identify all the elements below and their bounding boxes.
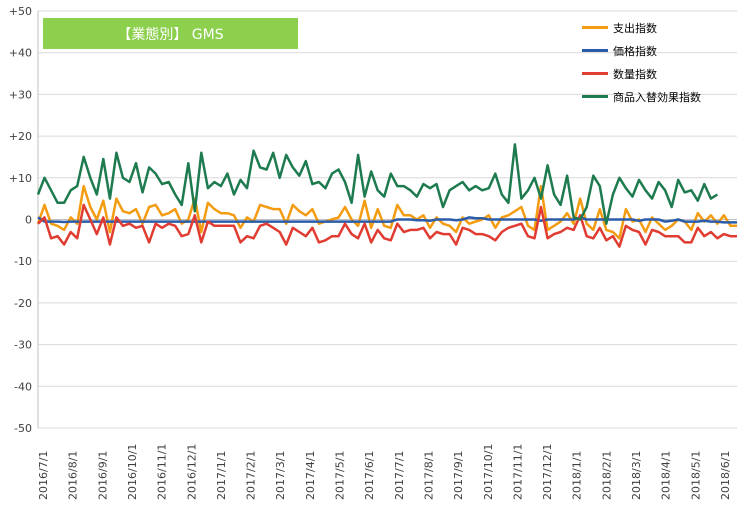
x-tick-label: 2018/3/1 [630,451,643,500]
y-tick-label: +50 [9,5,32,18]
x-tick-label: 2017/2/1 [245,451,258,500]
legend-item-quantity: 数量指数 [582,62,742,85]
x-tick-label: 2017/9/1 [452,451,465,500]
x-tick-label: 2016/12/1 [185,444,198,500]
x-tick-label: 2017/1/1 [215,451,228,500]
legend-item-expenditure: 支出指数 [582,16,742,39]
y-tick-label: -40 [14,380,32,393]
x-tick-label: 2018/4/1 [660,451,673,500]
x-tick-label: 2018/5/1 [689,451,702,500]
x-tick-label: 2017/4/1 [304,451,317,500]
legend-swatch-replacement [582,95,608,98]
legend-label-expenditure: 支出指数 [613,21,657,35]
series-lines [36,143,737,248]
y-tick-label: +10 [9,172,32,185]
series-line-1 [37,216,737,224]
x-tick-label: 2017/7/1 [393,451,406,500]
x-tick-label: 2018/2/1 [600,451,613,500]
legend-item-replacement: 商品入替効果指数 [582,85,742,108]
y-tick-label: -20 [14,297,32,310]
legend: 支出指数 価格指数 数量指数 商品入替効果指数 [582,16,742,108]
x-tick-label: 2016/7/1 [37,451,50,500]
legend-item-price: 価格指数 [582,39,742,62]
x-axis: 2016/7/1 2016/8/1 2016/9/1 2016/10/1 2016/11… [37,444,732,500]
x-tick-label: 2016/8/1 [67,451,80,500]
x-tick-label: 2017/3/1 [274,451,287,500]
legend-swatch-expenditure [582,26,608,29]
x-tick-label: 2016/9/1 [96,451,109,500]
y-tick-label: -50 [14,422,32,435]
x-tick-label: 2017/11/1 [511,444,524,500]
y-tick-label: -10 [14,255,32,268]
x-tick-label: 2017/12/1 [541,444,554,500]
x-tick-label: 2016/10/1 [126,444,139,500]
gridlines [37,10,737,429]
x-tick-label: 2017/6/1 [363,451,376,500]
x-tick-label: 2017/8/1 [422,451,435,500]
y-tick-label: +20 [9,130,32,143]
series-line-3 [36,143,719,225]
series-line-0 [36,184,737,240]
legend-swatch-price [582,49,608,52]
chart-title: 【業態別】 GMS [43,18,298,49]
legend-label-quantity: 数量指数 [613,67,657,81]
x-tick-label: 2017/10/1 [482,444,495,500]
legend-swatch-quantity [582,72,608,75]
y-tick-label: -30 [14,339,32,352]
y-axis: +50 +40 +30 +20 +10 0 -10 -20 -30 -40 -50 [9,5,32,435]
x-tick-label: 2017/5/1 [334,451,347,500]
series-line-2 [37,203,737,248]
y-tick-label: 0 [25,214,32,227]
y-tick-label: +30 [9,88,32,101]
x-tick-label: 2016/11/1 [156,444,169,500]
legend-label-price: 価格指数 [613,44,657,58]
legend-label-replacement: 商品入替効果指数 [613,90,701,104]
x-tick-label: 2018/1/1 [571,451,584,500]
y-tick-label: +40 [9,47,32,60]
x-tick-label: 2018/6/1 [719,451,732,500]
